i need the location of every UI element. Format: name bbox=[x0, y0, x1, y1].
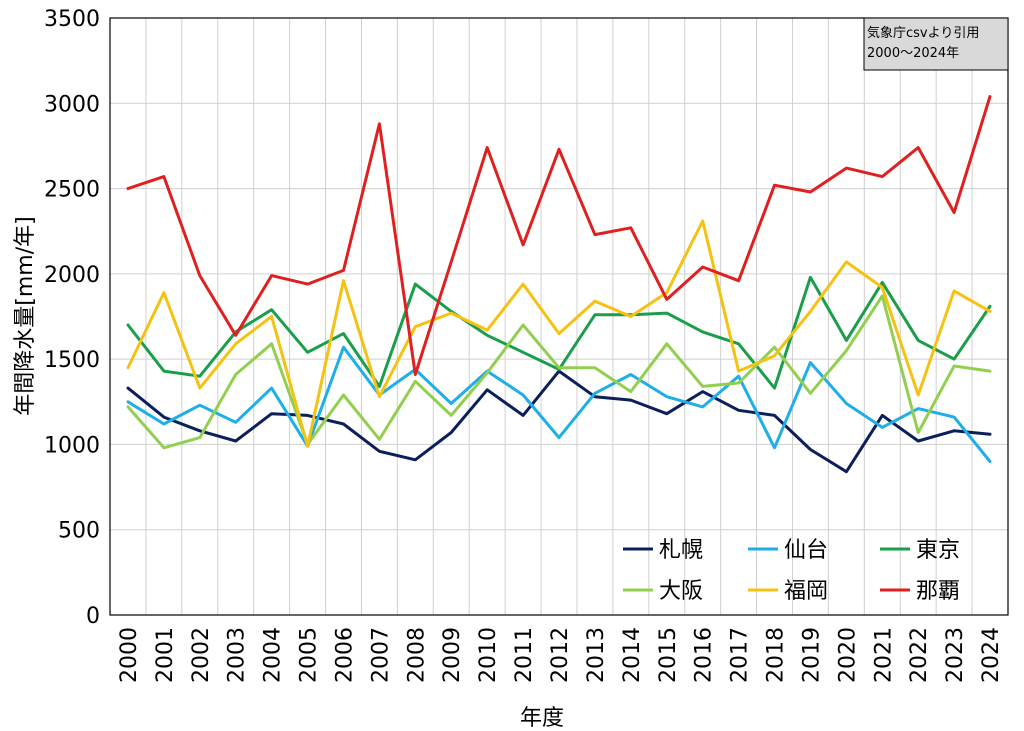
x-tick-label: 2007 bbox=[368, 627, 393, 683]
series-line-6 bbox=[126, 95, 992, 376]
series-line-2 bbox=[126, 345, 992, 463]
x-tick-label: 2018 bbox=[764, 627, 789, 683]
x-tick-label: 2008 bbox=[404, 627, 429, 683]
legend-label: 福岡 bbox=[784, 579, 828, 604]
x-axis-title: 年度 bbox=[520, 706, 564, 731]
grid-lines bbox=[110, 17, 1008, 616]
x-tick-label: 2005 bbox=[297, 627, 322, 683]
y-axis-title: 年間降水量[mm/年] bbox=[13, 216, 38, 415]
x-tick-label: 2012 bbox=[548, 627, 573, 683]
source-note: 気象庁csvより引用 2000〜2024年 bbox=[863, 17, 1009, 71]
x-tick-label: 2015 bbox=[656, 627, 681, 683]
x-tick-label: 2014 bbox=[620, 627, 645, 683]
y-tick-label: 2000 bbox=[44, 263, 100, 288]
legend-label: 那覇 bbox=[916, 579, 960, 604]
y-tick-label: 0 bbox=[86, 604, 100, 629]
plot-area-border bbox=[109, 17, 1009, 616]
series-line-5 bbox=[126, 219, 992, 448]
legend-label: 大阪 bbox=[659, 579, 703, 604]
x-tick-label: 2020 bbox=[835, 627, 860, 683]
x-tick-label: 2019 bbox=[799, 627, 824, 683]
legend-label: 東京 bbox=[916, 538, 960, 563]
x-tick-label: 2006 bbox=[332, 627, 357, 683]
y-tick-label: 500 bbox=[58, 519, 100, 544]
legend-label: 仙台 bbox=[784, 538, 828, 563]
series-line-1 bbox=[126, 369, 992, 474]
y-tick-labels: 0 500 1000 1500 2000 2500 3000 3500 bbox=[44, 7, 100, 629]
x-tick-labels: 2000 2001 2002 2003 2004 2005 2006 2007 2008 2009… bbox=[117, 627, 1004, 683]
y-tick-label: 3500 bbox=[44, 7, 100, 32]
x-tick-label: 2013 bbox=[584, 627, 609, 683]
x-tick-label: 2023 bbox=[943, 627, 968, 683]
x-tick-label: 2010 bbox=[476, 627, 501, 683]
x-tick-label: 2016 bbox=[692, 627, 717, 683]
x-tick-label: 2003 bbox=[225, 627, 250, 683]
x-tick-label: 2017 bbox=[728, 627, 753, 683]
x-tick-label: 2004 bbox=[261, 627, 286, 683]
source-note-line-2: 2000〜2024年 bbox=[867, 46, 959, 61]
y-tick-label: 1500 bbox=[44, 348, 100, 373]
x-tick-label: 2002 bbox=[189, 627, 214, 683]
x-tick-label: 2024 bbox=[979, 627, 1004, 683]
y-tick-label: 2500 bbox=[44, 178, 100, 203]
x-tick-label: 2001 bbox=[153, 627, 178, 683]
x-tick-label: 2022 bbox=[907, 627, 932, 683]
source-note-line-1: 気象庁csvより引用 bbox=[867, 25, 979, 41]
y-tick-label: 1000 bbox=[44, 433, 100, 458]
y-tick-label: 3000 bbox=[44, 92, 100, 117]
x-tick-label: 2011 bbox=[512, 627, 537, 683]
legend-label: 札幌 bbox=[659, 538, 703, 563]
series-line-3 bbox=[126, 275, 992, 390]
series-line-4 bbox=[126, 294, 992, 450]
x-tick-label: 2009 bbox=[440, 627, 465, 683]
series-lines bbox=[126, 95, 992, 474]
x-tick-label: 2021 bbox=[871, 627, 896, 683]
source-note-box bbox=[863, 17, 1009, 71]
x-tick-label: 2000 bbox=[117, 627, 142, 683]
